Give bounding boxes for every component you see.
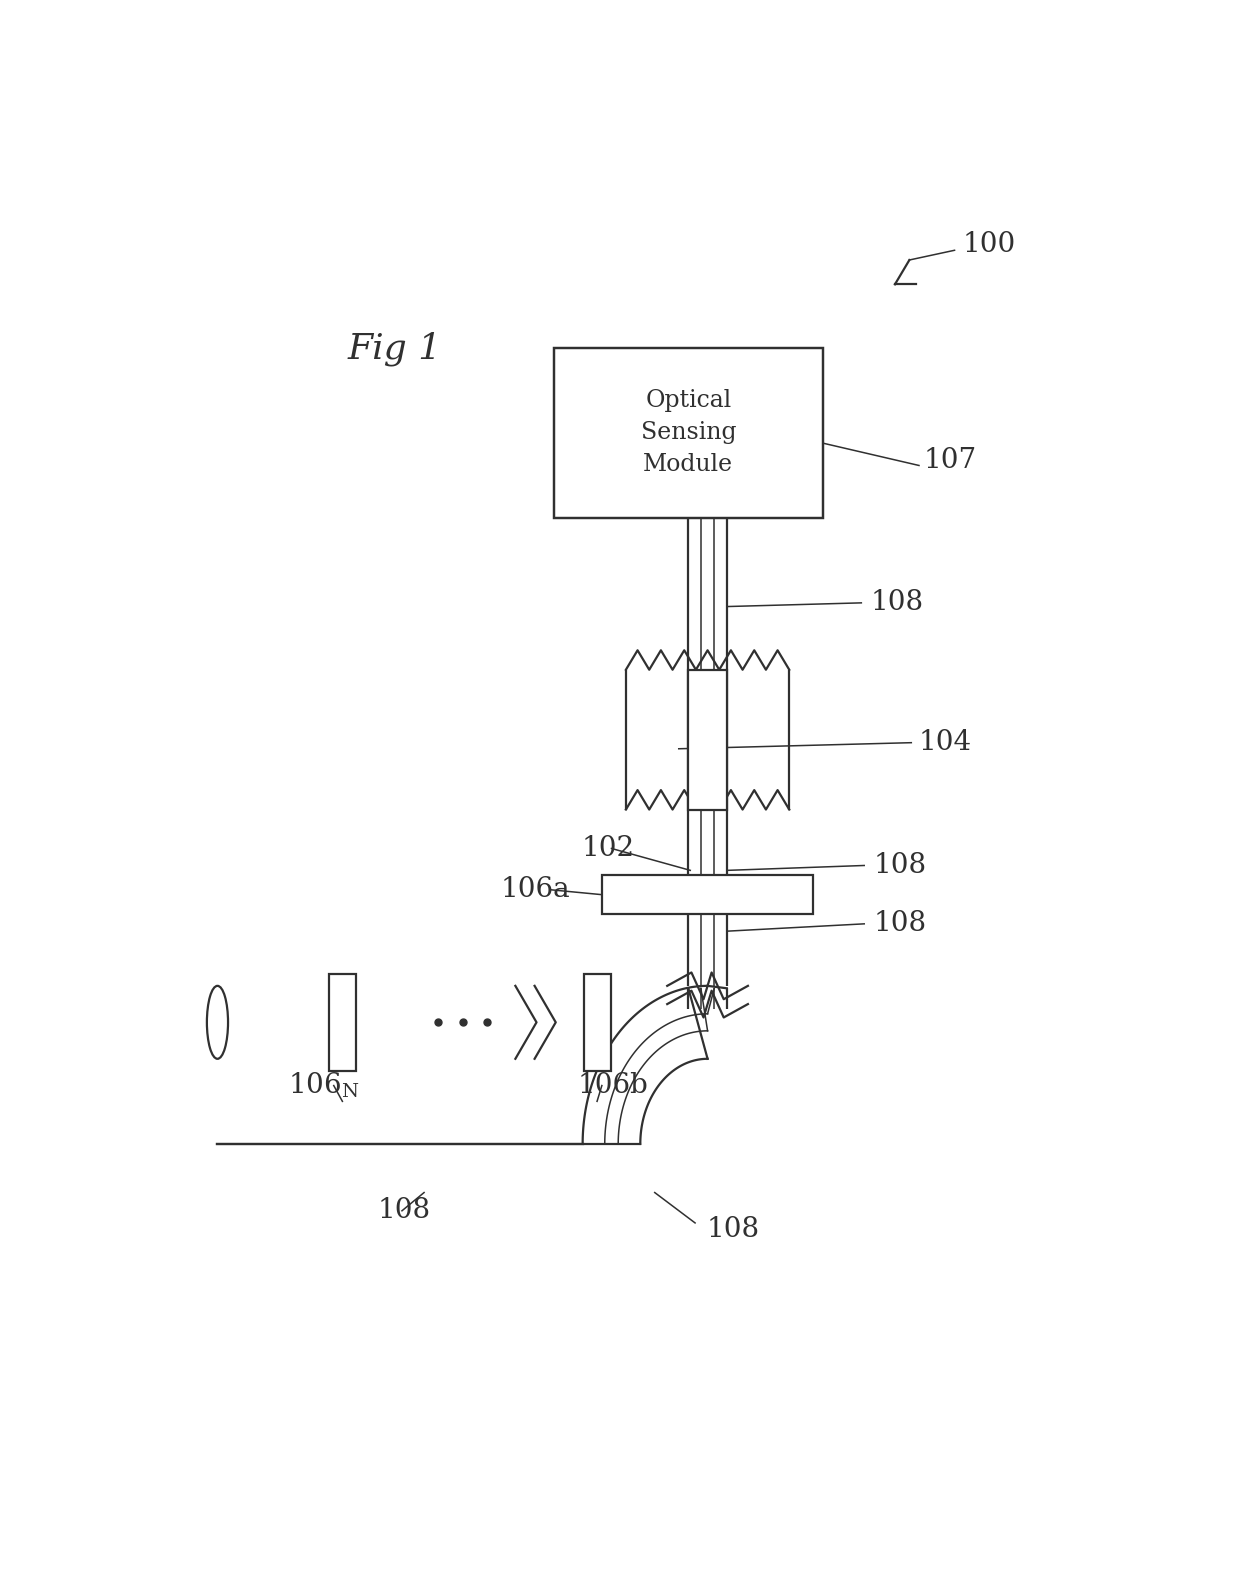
Text: 108: 108: [874, 911, 928, 938]
Text: Fig 1: Fig 1: [347, 332, 441, 366]
Text: 102: 102: [582, 835, 635, 862]
Bar: [601, 875, 813, 914]
Text: Optical
Sensing
Module: Optical Sensing Module: [641, 388, 737, 477]
Text: 106a: 106a: [501, 876, 570, 903]
Bar: [688, 669, 727, 810]
Bar: [554, 347, 823, 518]
Text: 108: 108: [874, 853, 928, 880]
Bar: [584, 974, 610, 1071]
Text: 106b: 106b: [578, 1072, 649, 1099]
Text: 107: 107: [924, 447, 977, 474]
Ellipse shape: [207, 985, 228, 1060]
Bar: [329, 974, 356, 1071]
Text: 106$_\mathregular{N}$: 106$_\mathregular{N}$: [288, 1071, 360, 1101]
Text: 100: 100: [962, 231, 1016, 257]
Text: 108: 108: [870, 589, 924, 616]
Text: 108: 108: [378, 1197, 432, 1224]
Text: 104: 104: [919, 729, 972, 756]
Text: 108: 108: [707, 1216, 760, 1243]
